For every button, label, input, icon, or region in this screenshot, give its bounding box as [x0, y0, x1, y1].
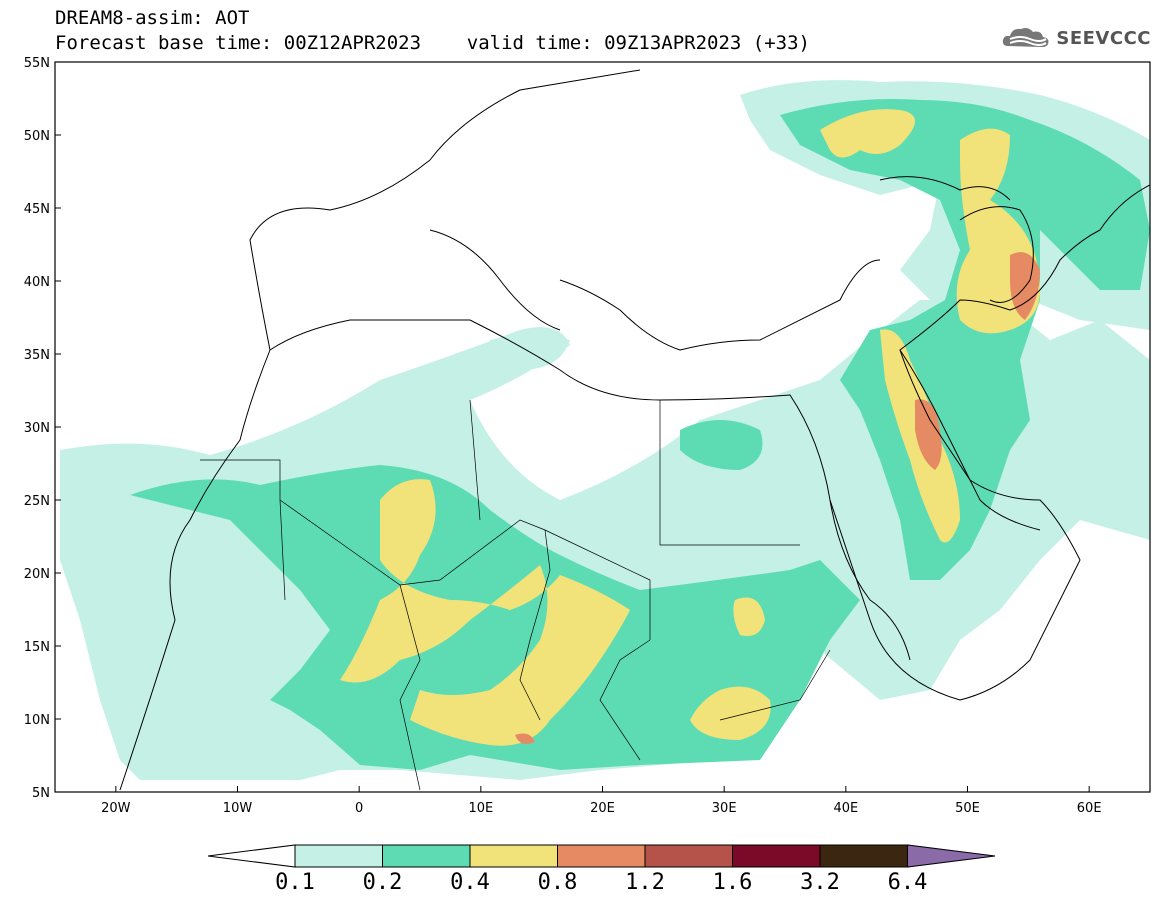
colorbar-segment — [294, 844, 383, 868]
colorbar-label: 6.4 — [887, 870, 928, 895]
colorbar-segment — [819, 844, 908, 868]
y-tick-label: 25N — [24, 494, 50, 509]
x-tick-label: 10W — [223, 801, 253, 816]
aot-field — [60, 80, 1150, 780]
cloud-logo-icon — [1003, 28, 1049, 47]
y-tick-label: 50N — [24, 129, 50, 144]
colorbar-segment — [644, 844, 733, 868]
y-tick-label: 55N — [24, 56, 50, 71]
x-tick-label: 20W — [101, 801, 131, 816]
logo-text: SEEVCCC — [1056, 27, 1151, 49]
colorbar-label: 0.1 — [275, 870, 315, 895]
y-tick-label: 15N — [24, 640, 50, 655]
colorbar-segment — [469, 844, 558, 868]
aot-band-0.2 — [130, 99, 1150, 770]
x-tick-label: 20E — [590, 801, 615, 816]
y-tick-label: 10N — [24, 713, 50, 728]
colorbar-segment — [557, 844, 646, 868]
x-tick-label: 50E — [955, 801, 980, 816]
coastlines — [119, 69, 1150, 791]
country-borders — [200, 399, 831, 791]
colorbar-label: 0.2 — [362, 870, 403, 895]
colorbar-segment — [382, 844, 471, 868]
x-tick-label: 10E — [468, 801, 493, 816]
colorbar-label: 1.6 — [712, 870, 753, 895]
colorbar-label: 3.2 — [800, 870, 840, 895]
x-tick-label: 40E — [833, 801, 858, 816]
seevccc-logo: SEEVCCC — [1000, 24, 1151, 52]
y-tick-label: 5N — [32, 786, 50, 801]
colorbar-label: 0.8 — [537, 870, 578, 895]
y-tick-label: 35N — [24, 348, 50, 363]
forecast-time-info: Forecast base time: 00Z12APR2023 valid t… — [55, 32, 810, 54]
colorbar — [207, 844, 996, 868]
aot-band-0.4 — [340, 109, 1040, 746]
x-axis-ticks: 20W 10W 0 10E 20E 30E 40E 50E 60E — [101, 786, 1102, 816]
y-axis-ticks: 5N 10N 15N 20N 25N 30N 35N 40N 45N 50N 55N — [24, 56, 61, 801]
y-tick-label: 30N — [24, 421, 50, 436]
x-tick-label: 30E — [712, 801, 737, 816]
y-tick-label: 20N — [24, 567, 50, 582]
colorbar-label: 1.2 — [625, 870, 665, 895]
y-tick-label: 40N — [24, 275, 50, 290]
colorbar-low-extension — [207, 844, 296, 868]
x-tick-label: 0 — [355, 801, 363, 816]
map-title: DREAM8-assim: AOT — [55, 7, 250, 29]
colorbar-high-extension — [907, 844, 996, 868]
colorbar-segment — [732, 844, 821, 868]
colorbar-label: 0.4 — [450, 870, 490, 895]
x-tick-label: 60E — [1077, 801, 1102, 816]
y-tick-label: 45N — [24, 202, 50, 217]
